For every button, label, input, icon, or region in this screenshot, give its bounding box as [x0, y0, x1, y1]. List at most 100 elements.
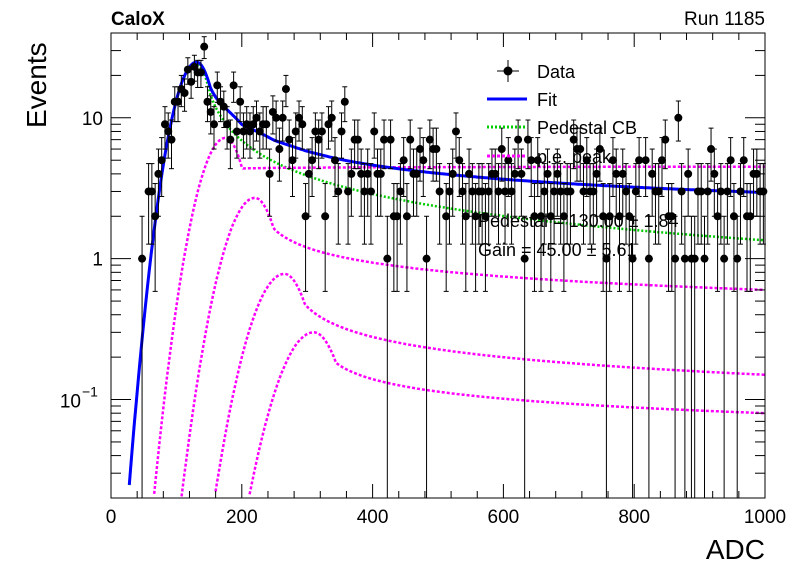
data-point [599, 212, 608, 221]
data-point [317, 127, 326, 136]
legend-pe-label: p.e. peak [537, 147, 612, 167]
data-point [530, 212, 539, 221]
legend-fit-label: Fit [537, 90, 557, 110]
data-point [559, 212, 568, 221]
data-point [520, 254, 529, 263]
data-point [229, 81, 238, 90]
data-point [419, 156, 428, 165]
data-point [340, 97, 349, 106]
data-point [226, 135, 235, 144]
data-point [147, 187, 156, 196]
data-point [481, 212, 490, 221]
x-tick-label: 1000 [744, 507, 786, 528]
data-point [576, 145, 585, 154]
data-point [321, 212, 330, 221]
data-point [242, 120, 251, 129]
data-point [304, 169, 313, 178]
data-point [494, 187, 503, 196]
data-point [700, 254, 709, 263]
pe-peak-curve [180, 196, 765, 497]
data-point [710, 169, 719, 178]
data-point [422, 254, 431, 263]
data-point [213, 81, 222, 90]
data-point [504, 156, 513, 165]
data-point [707, 145, 716, 154]
data-point [644, 254, 653, 263]
data-point [281, 85, 290, 94]
data-point [628, 254, 637, 263]
data-point [723, 187, 732, 196]
data-point [517, 169, 526, 178]
data-point [680, 254, 689, 263]
data-point [255, 127, 264, 136]
experiment-label: CaloX [111, 9, 165, 30]
data-point [448, 169, 457, 178]
data-point [406, 135, 415, 144]
data-point [720, 254, 729, 263]
pedestal-annotation: Pedestal = 130.00 ± 1.84 [478, 211, 679, 231]
data-point [684, 169, 693, 178]
pe-peak-curve [248, 331, 766, 495]
data-point [330, 156, 339, 165]
data-point [396, 187, 405, 196]
data-point [223, 120, 232, 129]
data-point [249, 120, 258, 129]
data-point [311, 127, 320, 136]
data-point [553, 169, 562, 178]
data-point [507, 187, 516, 196]
data-point [200, 42, 209, 51]
data-point [537, 212, 546, 221]
data-point [468, 187, 477, 196]
data-point [533, 156, 542, 165]
data-point [641, 156, 650, 165]
data-point [608, 156, 617, 165]
data-point [677, 187, 686, 196]
data-point [478, 187, 487, 196]
y-tick-label: 10 [82, 109, 103, 130]
data-point [210, 120, 219, 129]
data-point [736, 187, 745, 196]
data-point [501, 187, 510, 196]
data-point [275, 145, 284, 154]
data-point [402, 212, 411, 221]
data-point [654, 187, 663, 196]
data-point [491, 169, 500, 178]
x-tick-label: 600 [488, 507, 520, 528]
data-point [425, 135, 434, 144]
data-point [726, 156, 735, 165]
data-point [484, 187, 493, 196]
data-point [174, 97, 183, 106]
data-point [353, 135, 362, 144]
y-tick-label: 1 [92, 250, 103, 271]
run-label: Run 1185 [684, 9, 765, 30]
legend-pedestal-label: Pedestal CB [537, 118, 637, 138]
data-point [631, 187, 640, 196]
data-point [376, 169, 385, 178]
data-point [556, 187, 565, 196]
x-tick-label: 200 [226, 507, 258, 528]
data-point [703, 187, 712, 196]
data-point [445, 187, 454, 196]
data-point [393, 212, 402, 221]
x-axis-label: ADC [706, 534, 765, 565]
data-point [615, 212, 624, 221]
data-point [380, 135, 389, 144]
data-point [540, 187, 549, 196]
data-point [416, 145, 425, 154]
data-point [605, 212, 614, 221]
data-point [432, 145, 441, 154]
data-point [360, 187, 369, 196]
data-point [465, 169, 474, 178]
data-point [458, 187, 467, 196]
data-point [625, 212, 634, 221]
y-tick-label: 10 [60, 392, 81, 413]
y-tick-exponent: −1 [82, 384, 98, 400]
data-point [370, 127, 379, 136]
data-point [697, 187, 706, 196]
data-point [314, 135, 323, 144]
pe-peak-curve [214, 272, 765, 492]
data-point [167, 135, 176, 144]
data-point [412, 169, 421, 178]
